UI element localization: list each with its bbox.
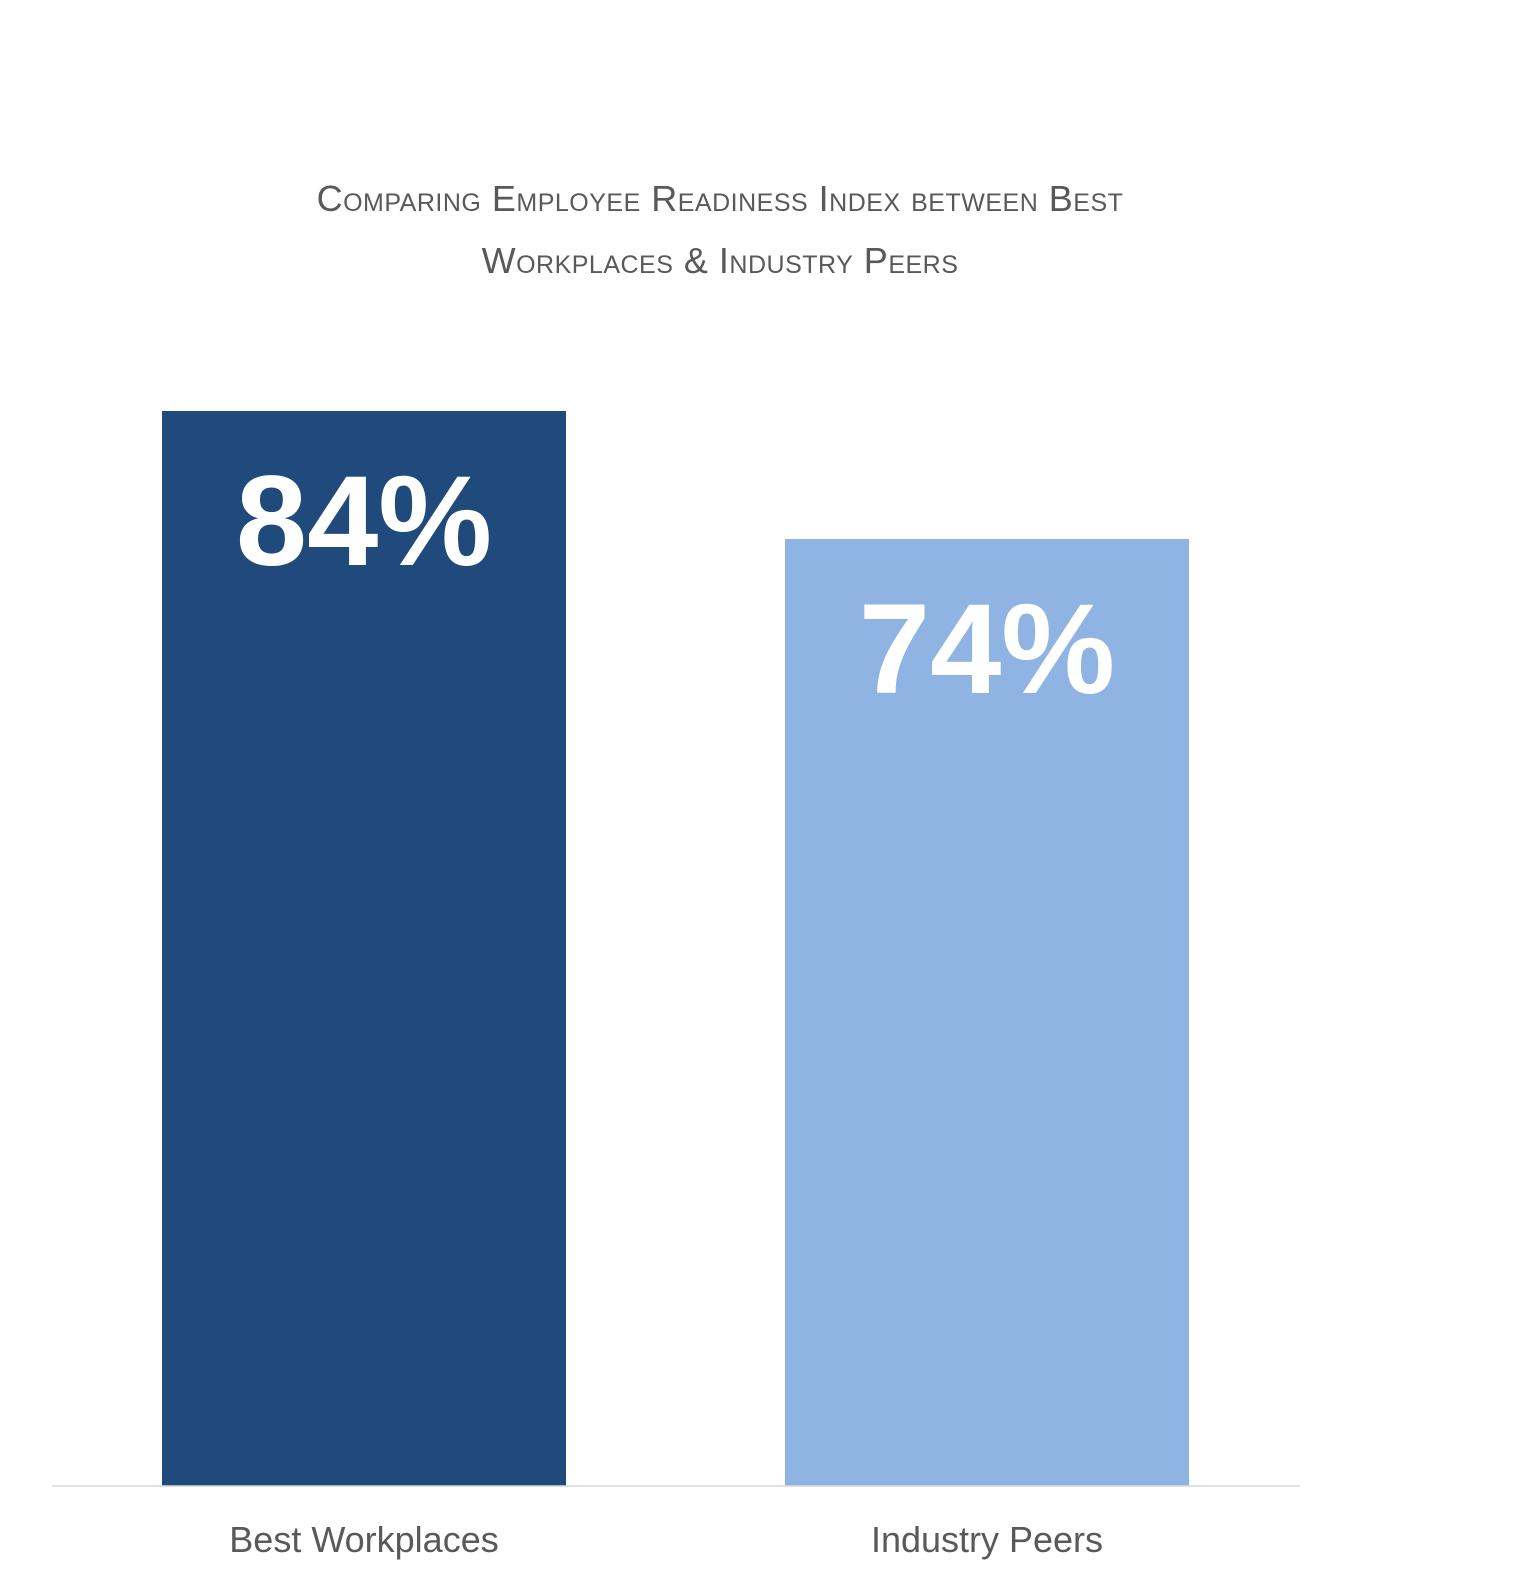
chart-title-line-1: Comparing Employee Readiness Index betwe… xyxy=(316,178,1124,219)
labels-layer: 84% Best Workplaces 74% Industry Peers xyxy=(229,450,1115,1560)
bar-best-workplaces xyxy=(162,411,566,1486)
x-tick-label-industry-peers: Industry Peers xyxy=(871,1519,1103,1560)
bar-industry-peers xyxy=(785,538,1189,1486)
data-label-industry-peers: 74% xyxy=(859,578,1115,721)
data-label-best-workplaces: 84% xyxy=(236,450,492,593)
x-tick-label-best-workplaces: Best Workplaces xyxy=(229,1519,498,1560)
chart-title-line-2: Workplaces & Industry Peers xyxy=(481,240,959,281)
bars-layer xyxy=(162,411,1189,1486)
chart-title: Comparing Employee Readiness Index betwe… xyxy=(0,168,1440,292)
